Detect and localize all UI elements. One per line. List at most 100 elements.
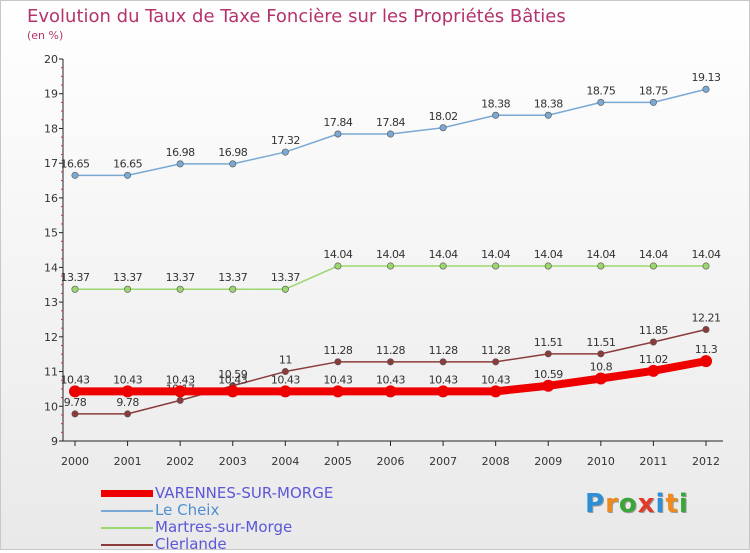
data-label-varennes-sur-morge: 10.43 xyxy=(323,373,352,386)
logo-letter: i xyxy=(678,489,689,519)
data-label-le-cheix: 18.02 xyxy=(429,110,458,123)
data-point-clerlande xyxy=(386,358,394,366)
y-tick-label: 19 xyxy=(44,88,58,101)
chart-title: Evolution du Taux de Taxe Foncière sur l… xyxy=(27,6,566,27)
data-point-martres-sur-morge xyxy=(492,262,500,270)
data-point-martres-sur-morge xyxy=(334,262,342,270)
data-label-le-cheix: 18.38 xyxy=(481,97,510,110)
data-label-martres-sur-morge: 14.04 xyxy=(323,248,352,261)
y-tick-label: 14 xyxy=(44,261,58,274)
logo-letter: i xyxy=(655,489,666,519)
logo-letter: t xyxy=(665,489,679,519)
x-tick-label: 2009 xyxy=(534,455,562,468)
data-point-clerlande xyxy=(71,410,79,418)
data-label-clerlande: 11.51 xyxy=(586,336,615,349)
x-tick-label: 2005 xyxy=(324,455,352,468)
line-chart: 9 10 11 12 13 14 15 16 17 18 19 20 2000 2001 2002 2003 2… xyxy=(44,53,723,468)
data-point-martres-sur-morge xyxy=(124,285,132,293)
x-tick-label: 2006 xyxy=(377,455,405,468)
data-point-le-cheix xyxy=(334,130,342,138)
data-point-clerlande xyxy=(492,358,500,366)
y-tick-label: 10 xyxy=(44,400,58,413)
logo-letter: r xyxy=(605,489,619,519)
data-point-varennes-sur-morge xyxy=(279,385,292,398)
data-label-martres-sur-morge: 14.04 xyxy=(534,248,563,261)
data-label-martres-sur-morge: 14.04 xyxy=(481,248,510,261)
data-point-varennes-sur-morge xyxy=(437,385,450,398)
data-label-martres-sur-morge: 14.04 xyxy=(429,248,458,261)
data-point-clerlande xyxy=(334,358,342,366)
data-label-martres-sur-morge: 14.04 xyxy=(586,248,615,261)
data-point-clerlande xyxy=(176,396,184,404)
data-point-clerlande xyxy=(649,338,657,346)
data-label-le-cheix: 19.13 xyxy=(692,71,721,84)
data-label-martres-sur-morge: 13.37 xyxy=(166,271,195,284)
data-point-le-cheix xyxy=(439,124,447,132)
data-label-varennes-sur-morge: 10.43 xyxy=(271,373,300,386)
data-label-le-cheix: 18.75 xyxy=(586,84,615,97)
y-tick-label: 18 xyxy=(44,122,58,135)
data-label-varennes-sur-morge: 10.8 xyxy=(590,360,613,373)
data-label-varennes-sur-morge: 10.43 xyxy=(481,373,510,386)
data-point-martres-sur-morge xyxy=(597,262,605,270)
data-label-le-cheix: 16.98 xyxy=(218,146,247,159)
legend-label: Clerlande xyxy=(155,535,227,553)
data-label-martres-sur-morge: 14.04 xyxy=(692,248,721,261)
legend-label: Le Cheix xyxy=(155,501,220,519)
data-point-clerlande xyxy=(544,350,552,358)
data-label-martres-sur-morge: 13.37 xyxy=(61,271,90,284)
data-point-le-cheix xyxy=(492,111,500,119)
data-label-clerlande: 10.59 xyxy=(218,368,247,381)
data-point-varennes-sur-morge xyxy=(174,385,187,398)
legend-swatch xyxy=(101,544,153,546)
data-point-le-cheix xyxy=(71,171,79,179)
data-label-le-cheix: 17.32 xyxy=(271,134,300,147)
data-point-clerlande xyxy=(124,410,132,418)
data-point-clerlande xyxy=(702,326,710,334)
data-point-martres-sur-morge xyxy=(229,285,237,293)
data-point-le-cheix xyxy=(386,130,394,138)
y-tick-label: 20 xyxy=(44,53,58,66)
y-tick-label: 9 xyxy=(51,435,58,448)
data-label-varennes-sur-morge: 10.43 xyxy=(166,373,195,386)
data-point-martres-sur-morge xyxy=(439,262,447,270)
x-tick-label: 2003 xyxy=(219,455,247,468)
legend-label: VARENNES-SUR-MORGE xyxy=(155,484,334,502)
data-point-clerlande xyxy=(281,368,289,376)
data-label-varennes-sur-morge: 10.43 xyxy=(218,373,247,386)
y-tick-label: 17 xyxy=(44,157,58,170)
data-label-clerlande: 11 xyxy=(279,354,292,367)
data-point-le-cheix xyxy=(229,160,237,168)
data-label-martres-sur-morge: 13.37 xyxy=(113,271,142,284)
data-point-varennes-sur-morge xyxy=(69,385,81,398)
data-label-clerlande: 9.78 xyxy=(116,396,139,409)
legend-swatch xyxy=(101,490,153,497)
data-label-clerlande: 11.85 xyxy=(639,324,668,337)
y-tick-label: 13 xyxy=(44,296,58,309)
data-label-le-cheix: 16.98 xyxy=(166,146,195,159)
x-tick-label: 2000 xyxy=(61,455,89,468)
data-label-le-cheix: 18.38 xyxy=(534,97,563,110)
data-point-martres-sur-morge xyxy=(176,285,184,293)
data-point-martres-sur-morge xyxy=(544,262,552,270)
data-label-clerlande: 11.51 xyxy=(534,336,563,349)
data-label-clerlande: 11.28 xyxy=(323,344,352,357)
data-point-le-cheix xyxy=(176,160,184,168)
x-tick-label: 2008 xyxy=(482,455,510,468)
y-tick-label: 11 xyxy=(44,366,58,379)
data-point-clerlande xyxy=(597,350,605,358)
data-label-clerlande: 11.28 xyxy=(376,344,405,357)
y-tick-label: 15 xyxy=(44,227,58,240)
data-point-le-cheix xyxy=(702,85,710,93)
data-point-varennes-sur-morge xyxy=(226,385,239,398)
data-point-le-cheix xyxy=(124,171,132,179)
data-point-varennes-sur-morge xyxy=(121,385,134,398)
data-point-le-cheix xyxy=(544,111,552,119)
data-label-martres-sur-morge: 14.04 xyxy=(639,248,668,261)
data-label-varennes-sur-morge: 10.59 xyxy=(534,368,563,381)
legend-swatch xyxy=(101,527,153,529)
legend-label: Martres-sur-Morge xyxy=(155,518,293,536)
data-point-varennes-sur-morge xyxy=(331,385,344,398)
logo-letter: P xyxy=(585,489,606,519)
